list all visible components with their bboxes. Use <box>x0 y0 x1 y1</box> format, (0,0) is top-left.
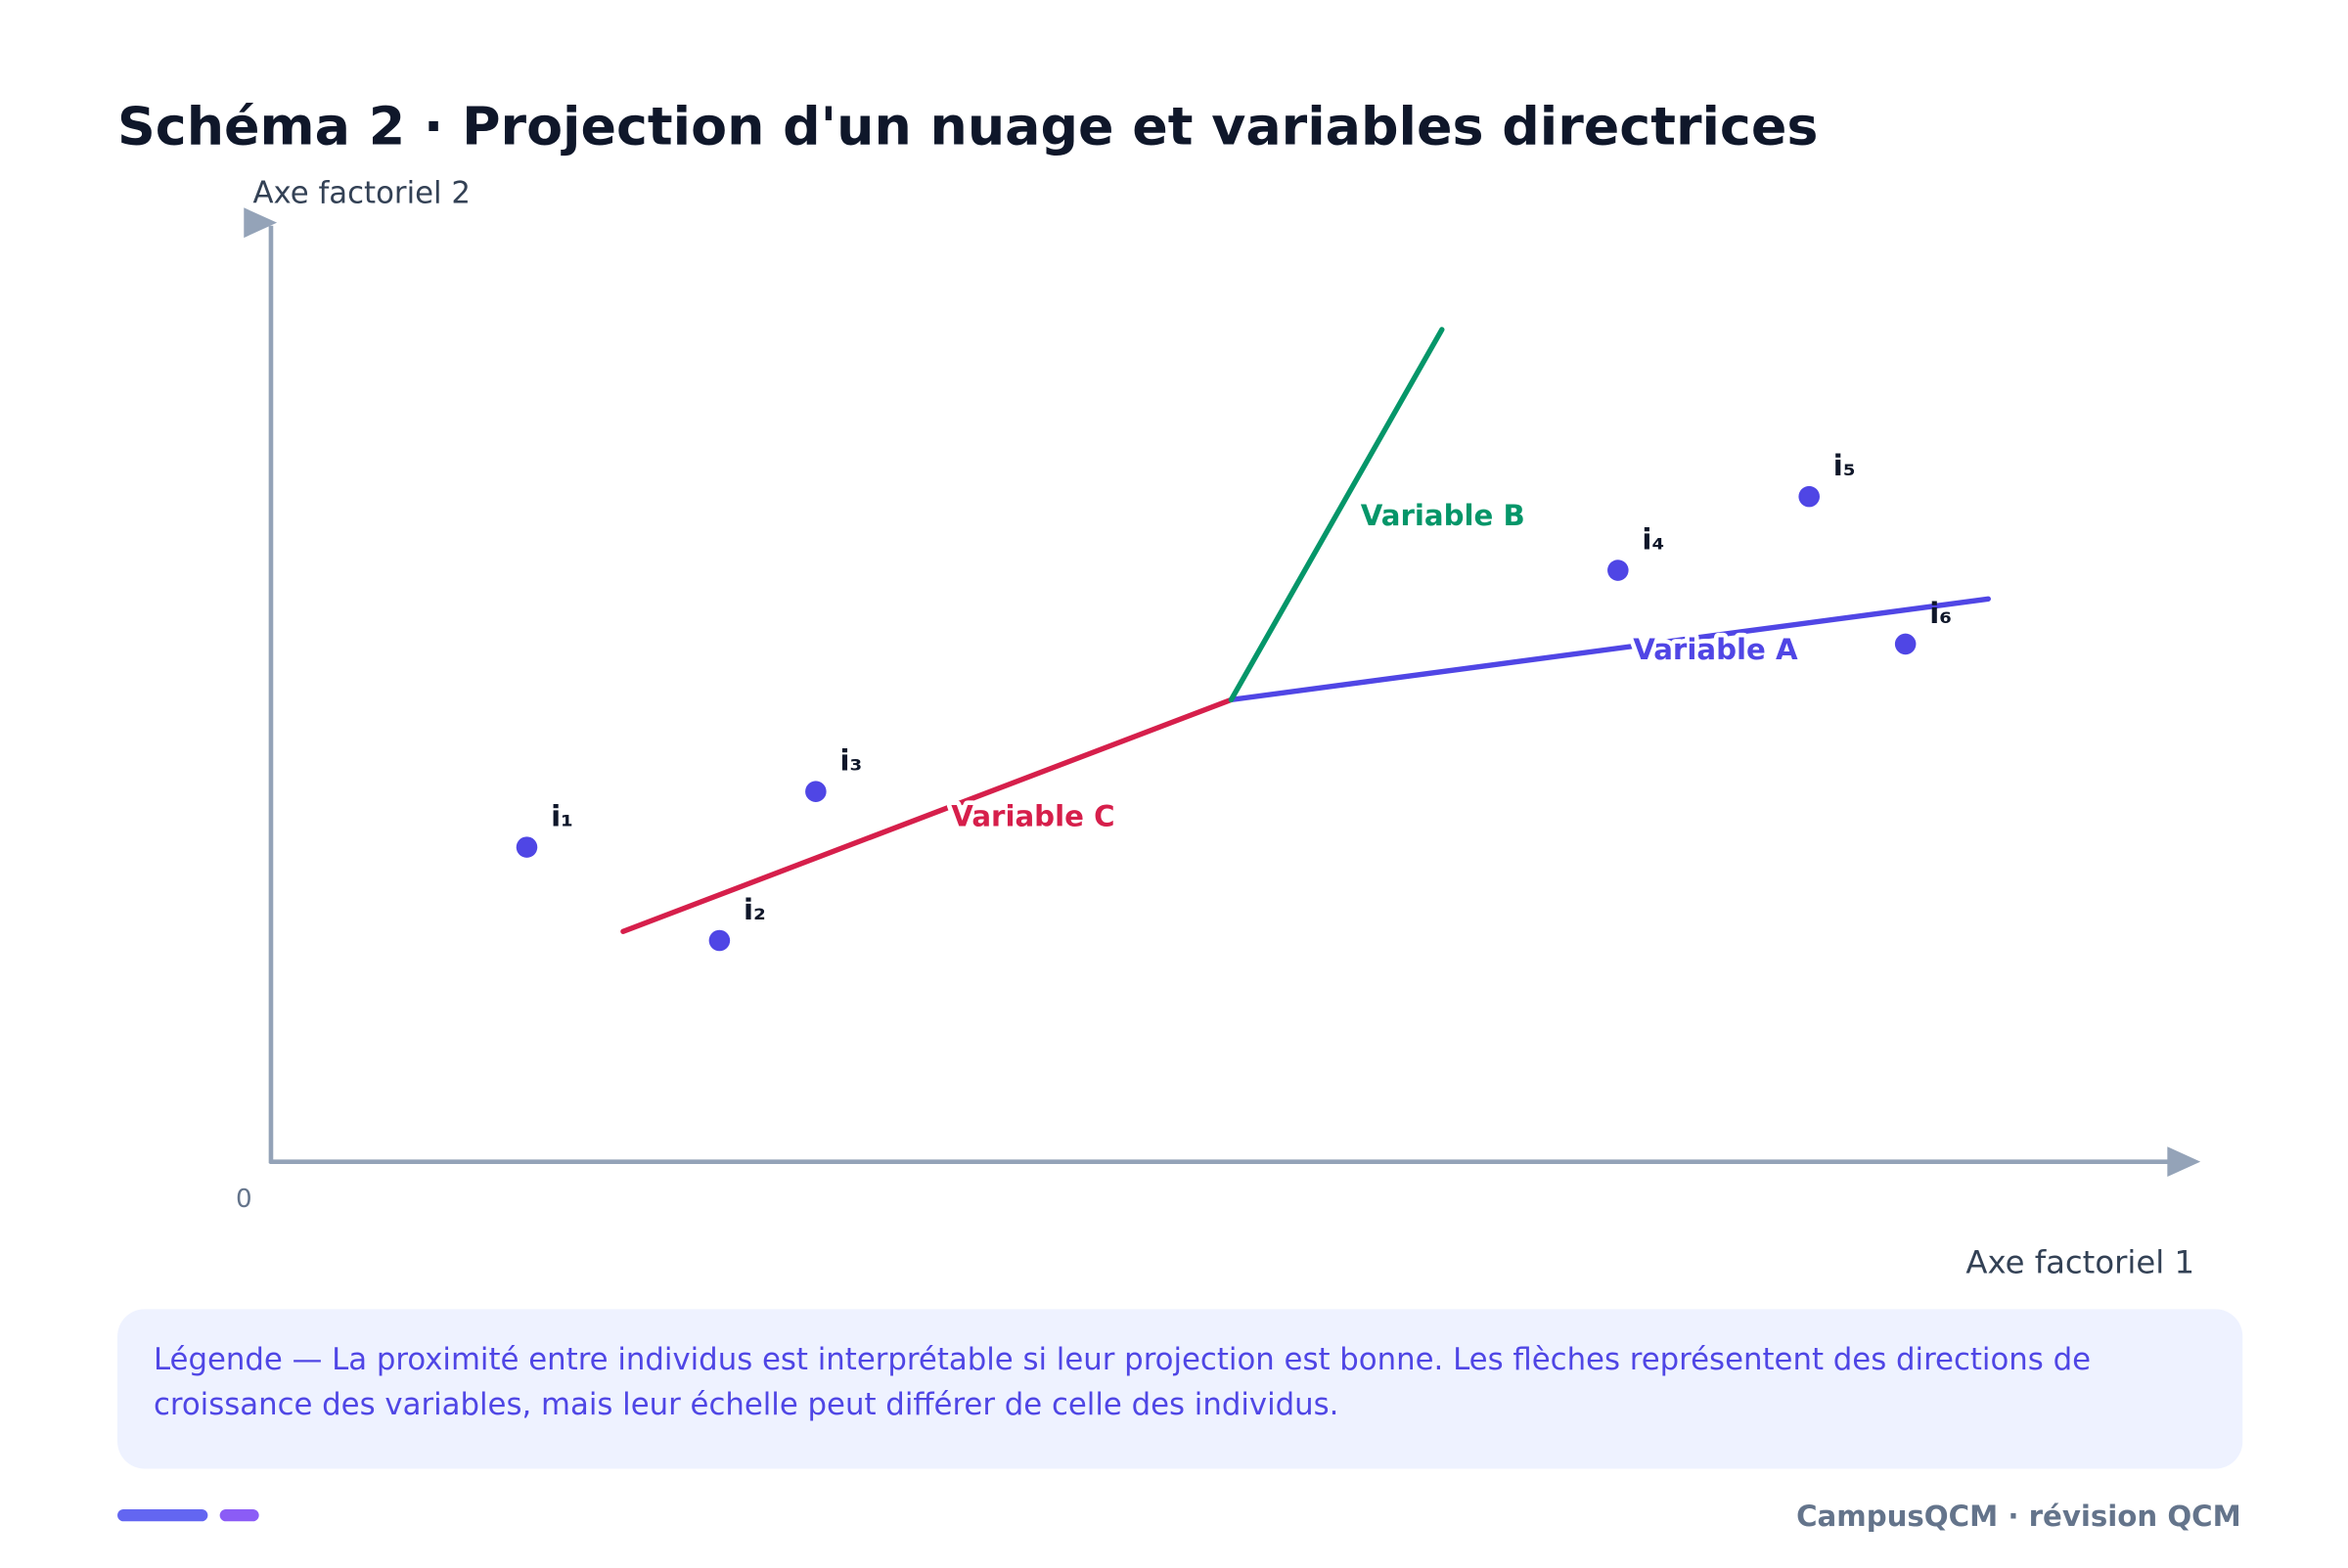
x-axis-arrow <box>2167 1146 2201 1178</box>
variable-c-line <box>620 696 1235 934</box>
variable-label: Variable A <box>1633 633 1798 666</box>
footer-bar <box>219 1509 259 1522</box>
individual-label: i₆ <box>1929 597 1952 630</box>
legend-box <box>117 1309 2243 1469</box>
variable-b-line <box>1228 327 1445 703</box>
legend-text: Légende — La proximité entre individus e… <box>154 1342 2091 1377</box>
individual-point <box>1607 560 1629 581</box>
footer-brand: CampusQCM · révision QCM <box>1796 1500 2241 1533</box>
individual-label: i₅ <box>1833 449 1856 482</box>
legend-text: croissance des variables, mais leur éche… <box>154 1387 1338 1422</box>
individual-point <box>1894 633 1917 655</box>
title: Schéma 2 · Projection d'un nuage et vari… <box>117 96 1818 157</box>
individual-label: i₁ <box>551 800 573 833</box>
individual-point <box>1798 485 1820 508</box>
x-axis-label: Axe factoriel 1 <box>1965 1243 2194 1280</box>
variable-a-line <box>1228 596 1991 703</box>
variable-label: Variable B <box>1361 499 1525 532</box>
individual-point <box>708 929 731 952</box>
individual-label: i₂ <box>744 893 766 926</box>
footer-bar <box>117 1509 208 1522</box>
origin-label: 0 <box>236 1185 252 1214</box>
individuals: i₁ i₂ i₃ i₄ i₅ i₆ <box>516 449 1952 952</box>
y-axis-arrow <box>244 207 278 239</box>
variable-label: Variable C <box>951 800 1114 833</box>
y-axis-label: Axe factoriel 2 <box>253 176 471 211</box>
individual-point <box>805 781 827 802</box>
individual-label: i₄ <box>1642 523 1664 557</box>
individual-point <box>516 836 538 858</box>
individual-label: i₃ <box>839 744 862 778</box>
